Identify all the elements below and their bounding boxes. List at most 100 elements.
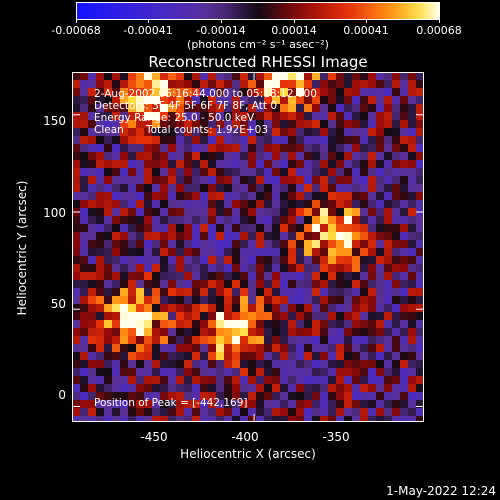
heatmap-cell bbox=[376, 368, 384, 376]
heatmap-cell bbox=[128, 304, 136, 312]
heatmap-cell bbox=[184, 256, 192, 264]
heatmap-cell bbox=[80, 304, 88, 312]
heatmap-cell bbox=[328, 104, 336, 112]
heatmap-cell bbox=[400, 392, 408, 400]
heatmap-cell bbox=[304, 264, 312, 272]
heatmap-cell bbox=[120, 72, 128, 80]
heatmap-cell bbox=[392, 384, 400, 392]
heatmap-cell bbox=[368, 224, 376, 232]
heatmap-cell bbox=[272, 376, 280, 384]
heatmap-cell bbox=[328, 320, 336, 328]
heatmap-cell bbox=[336, 280, 344, 288]
heatmap-cell bbox=[416, 392, 424, 400]
heatmap-cell bbox=[160, 248, 168, 256]
heatmap-cell bbox=[384, 224, 392, 232]
heatmap-cell bbox=[96, 192, 104, 200]
heatmap-cell bbox=[128, 176, 136, 184]
heatmap-cell bbox=[136, 88, 144, 96]
heatmap-cell bbox=[336, 144, 344, 152]
heatmap-cell bbox=[280, 240, 288, 248]
heatmap-cell bbox=[128, 88, 136, 96]
heatmap-cell bbox=[240, 368, 248, 376]
heatmap-cell bbox=[88, 152, 96, 160]
heatmap-cell bbox=[320, 328, 328, 336]
heatmap-cell bbox=[240, 248, 248, 256]
heatmap-cell bbox=[240, 160, 248, 168]
heatmap-cell bbox=[88, 248, 96, 256]
heatmap-cell bbox=[352, 168, 360, 176]
heatmap-cell bbox=[160, 304, 168, 312]
heatmap-cell bbox=[392, 256, 400, 264]
heatmap-cell bbox=[248, 176, 256, 184]
heatmap-cell bbox=[152, 264, 160, 272]
heatmap-cell bbox=[120, 392, 128, 400]
heatmap-cell bbox=[296, 152, 304, 160]
heatmap-cell bbox=[152, 208, 160, 216]
heatmap-cell bbox=[104, 224, 112, 232]
heatmap-cell bbox=[416, 136, 424, 144]
heatmap-cell bbox=[168, 368, 176, 376]
heatmap-cell bbox=[192, 312, 200, 320]
heatmap-cell bbox=[264, 352, 272, 360]
heatmap-cell bbox=[184, 384, 192, 392]
heatmap-cell bbox=[200, 368, 208, 376]
heatmap-cell bbox=[304, 192, 312, 200]
heatmap-cell bbox=[136, 352, 144, 360]
heatmap-cell bbox=[416, 104, 424, 112]
heatmap-cell bbox=[96, 384, 104, 392]
heatmap-cell bbox=[112, 288, 120, 296]
heatmap-cell bbox=[232, 136, 240, 144]
heatmap-cell bbox=[336, 168, 344, 176]
heatmap-cell bbox=[280, 88, 288, 96]
heatmap-cell bbox=[392, 224, 400, 232]
heatmap-cell bbox=[328, 208, 336, 216]
heatmap-cell bbox=[208, 352, 216, 360]
heatmap-cell bbox=[408, 280, 416, 288]
heatmap-cell bbox=[88, 128, 96, 136]
heatmap-cell bbox=[120, 344, 128, 352]
heatmap-cell bbox=[224, 392, 232, 400]
heatmap-cell bbox=[152, 144, 160, 152]
heatmap-cell bbox=[400, 416, 408, 422]
heatmap-cell bbox=[240, 416, 248, 422]
heatmap-cell bbox=[200, 224, 208, 232]
heatmap-cell bbox=[192, 400, 200, 408]
heatmap-cell bbox=[216, 224, 224, 232]
heatmap-cell bbox=[408, 416, 416, 422]
heatmap-cell bbox=[248, 104, 256, 112]
heatmap-cell bbox=[312, 88, 320, 96]
heatmap-cell bbox=[224, 336, 232, 344]
heatmap-cell bbox=[352, 72, 360, 80]
heatmap-cell bbox=[312, 352, 320, 360]
heatmap-cell bbox=[352, 344, 360, 352]
heatmap-cell bbox=[392, 72, 400, 80]
heatmap-cell bbox=[176, 256, 184, 264]
heatmap-cell bbox=[72, 88, 80, 96]
heatmap-cell bbox=[160, 352, 168, 360]
heatmap-cell bbox=[240, 312, 248, 320]
heatmap-cell bbox=[312, 120, 320, 128]
heatmap-cell bbox=[152, 72, 160, 80]
heatmap-cell bbox=[304, 408, 312, 416]
heatmap-cell bbox=[328, 80, 336, 88]
heatmap-cell bbox=[352, 296, 360, 304]
heatmap-cell bbox=[128, 296, 136, 304]
heatmap-cell bbox=[288, 200, 296, 208]
heatmap-cell bbox=[192, 120, 200, 128]
heatmap-cell bbox=[400, 304, 408, 312]
heatmap-cell bbox=[384, 392, 392, 400]
heatmap-cell bbox=[336, 392, 344, 400]
heatmap-cell bbox=[176, 368, 184, 376]
heatmap-cell bbox=[200, 344, 208, 352]
heatmap-cell bbox=[336, 256, 344, 264]
heatmap-cell bbox=[296, 120, 304, 128]
heatmap-cell bbox=[384, 128, 392, 136]
heatmap-cell bbox=[288, 344, 296, 352]
heatmap-cell bbox=[376, 400, 384, 408]
heatmap-cell bbox=[368, 248, 376, 256]
heatmap-cell bbox=[352, 248, 360, 256]
heatmap-cell bbox=[192, 336, 200, 344]
heatmap-cell bbox=[296, 376, 304, 384]
heatmap-cell bbox=[264, 112, 272, 120]
heatmap-cell bbox=[192, 160, 200, 168]
